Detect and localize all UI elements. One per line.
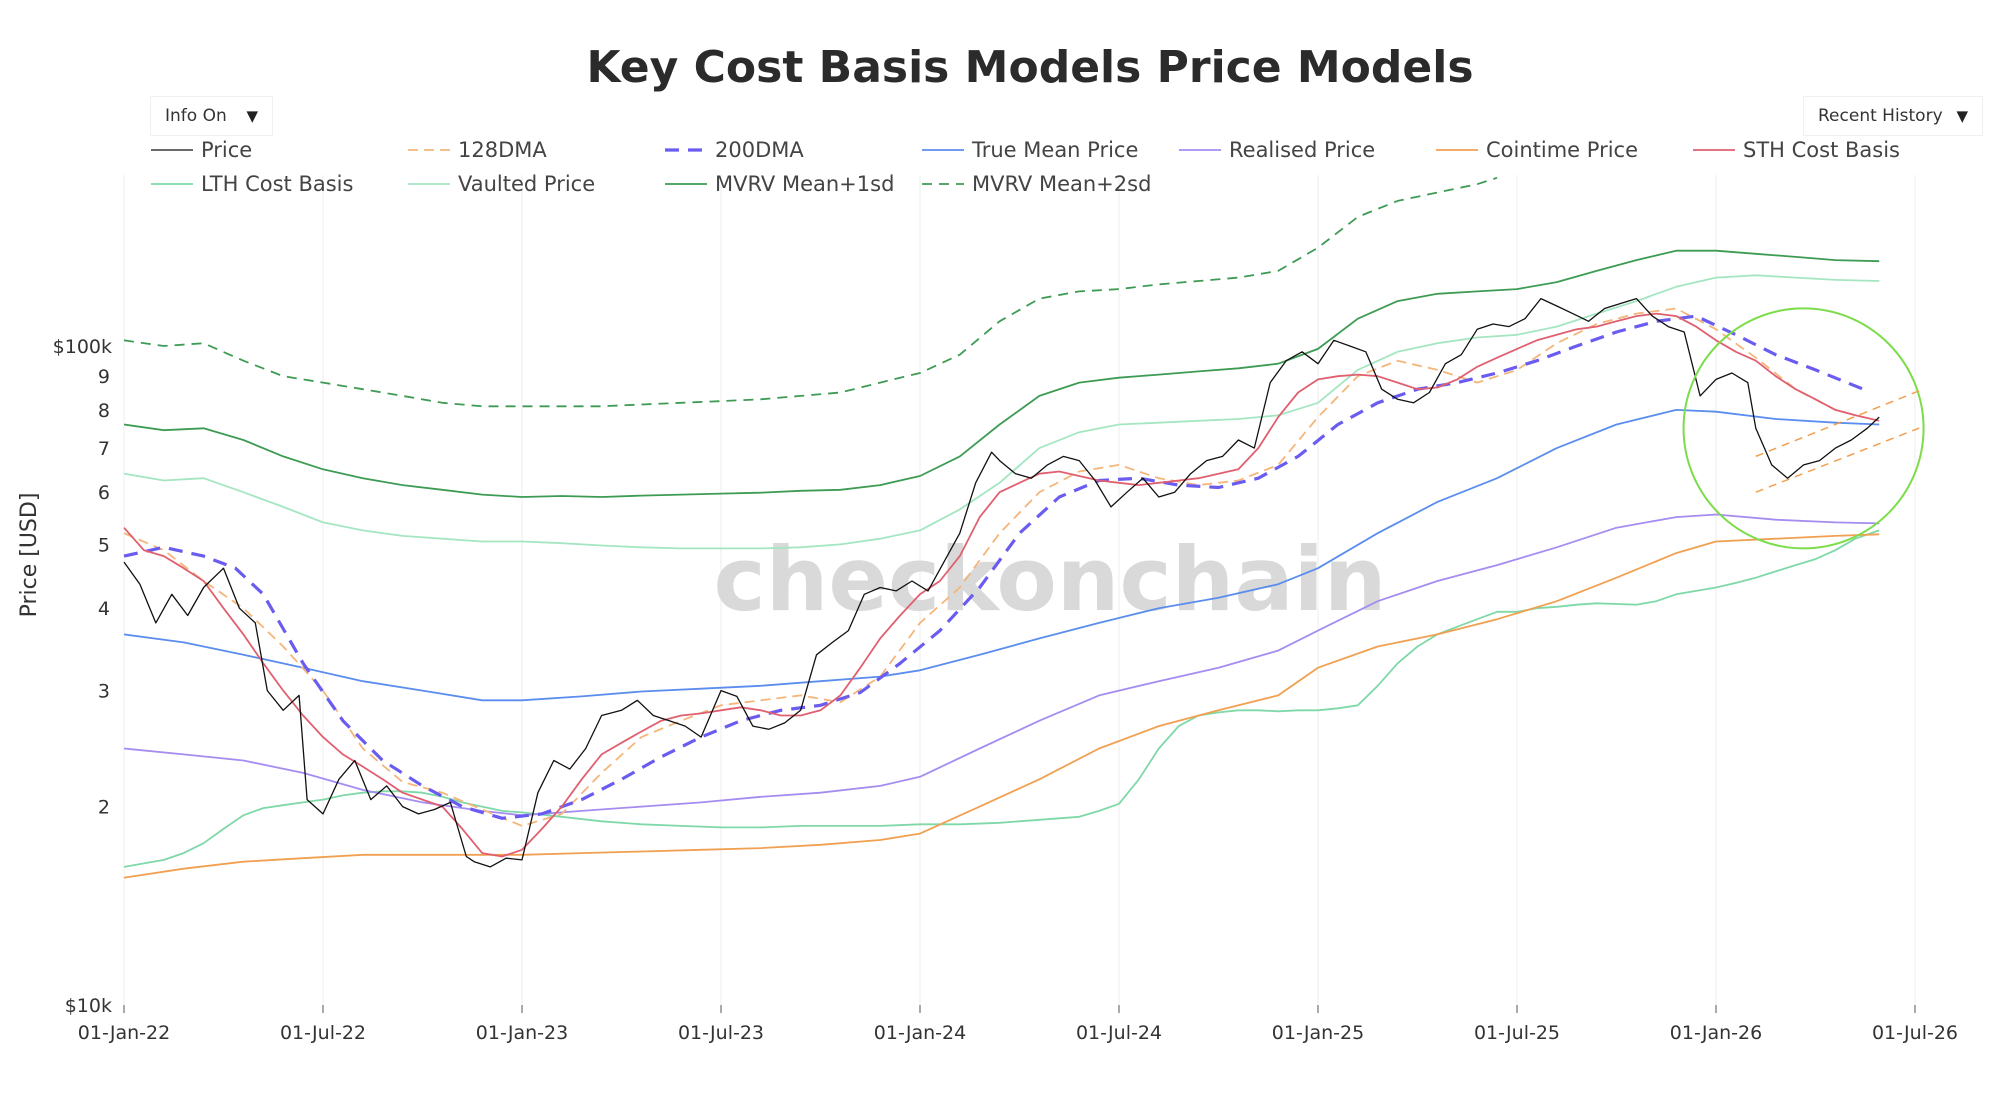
legend-item-vaulted-price[interactable]: Vaulted Price: [408, 172, 595, 196]
history-select-label: Recent History: [1818, 106, 1943, 126]
series-cointime-price: [123, 533, 1880, 879]
series-128dma: [123, 307, 1864, 827]
series-price: [123, 297, 1880, 868]
y-tick-label: 2: [98, 797, 110, 819]
legend-label: True Mean Price: [971, 138, 1138, 162]
legend-item-realised-price[interactable]: Realised Price: [1179, 138, 1375, 162]
legend-item-lth-cost-basis[interactable]: LTH Cost Basis: [151, 172, 353, 196]
info-toggle-dropdown[interactable]: Info On ▼: [150, 96, 273, 136]
series-layer: [123, 176, 1880, 879]
legend-item-mvrv-mean-2sd[interactable]: MVRV Mean+2sd: [922, 172, 1151, 196]
gridlines: [123, 175, 1916, 1005]
y-tick-label: 9: [98, 366, 110, 388]
legend-item-true-mean-price[interactable]: True Mean Price: [922, 138, 1138, 162]
y-axis-label: Price [USD]: [17, 493, 42, 618]
x-tick-label: 01-Jul-24: [1076, 1022, 1162, 1044]
highlight-layer: [1682, 307, 1925, 550]
legend-label: 200DMA: [715, 138, 804, 162]
trendline-wedge-upper: [1755, 390, 1920, 458]
y-tick-label: $100k: [53, 336, 112, 358]
chart-title: Key Cost Basis Models Price Models: [586, 42, 1473, 93]
legend-item-sth-cost-basis[interactable]: STH Cost Basis: [1693, 138, 1900, 162]
series-mvrv-mean-2sd: [123, 176, 1498, 408]
x-tick-label: 01-Jan-23: [476, 1022, 568, 1044]
legend-item-128dma[interactable]: 128DMA: [408, 138, 547, 162]
legend-label: MVRV Mean+1sd: [715, 172, 894, 196]
highlight-circle: [1682, 307, 1925, 550]
x-tick-label: 01-Jan-26: [1670, 1022, 1762, 1044]
y-tick-label: $10k: [65, 995, 112, 1017]
legend-item-price[interactable]: Price: [151, 138, 252, 162]
y-axis-ticks: $10k 2 3 4 5 6 7 8 9 $100k: [53, 336, 112, 1017]
dropdown-arrow-icon: ▼: [1956, 107, 1968, 125]
y-tick-label: 3: [98, 681, 110, 703]
legend-item-200dma[interactable]: 200DMA: [665, 138, 804, 162]
y-tick-label: 4: [98, 598, 110, 620]
watermark: checkonchain: [714, 528, 1387, 631]
trendline-wedge-lower: [1755, 427, 1920, 493]
legend-label: 128DMA: [458, 138, 547, 162]
legend-item-cointime-price[interactable]: Cointime Price: [1436, 138, 1638, 162]
y-tick-label: 5: [98, 534, 110, 556]
series-sth-cost-basis: [123, 312, 1880, 858]
series-lth-cost-basis: [123, 529, 1880, 868]
series-200dma: [123, 314, 1864, 820]
history-select-dropdown[interactable]: Recent History ▼: [1803, 96, 1983, 136]
x-tick-label: 01-Jul-25: [1474, 1022, 1560, 1044]
legend-label: Realised Price: [1229, 138, 1375, 162]
y-tick-label: 7: [98, 438, 110, 460]
legend-item-mvrv-mean-1sd[interactable]: MVRV Mean+1sd: [665, 172, 894, 196]
x-tick-label: 01-Jan-25: [1272, 1022, 1364, 1044]
series-vaulted-price: [123, 274, 1880, 550]
x-tick-label: 01-Jan-24: [874, 1022, 966, 1044]
legend-label: Price: [201, 138, 252, 162]
x-tick-label: 01-Jul-23: [678, 1022, 764, 1044]
x-tick-label: 01-Jul-26: [1872, 1022, 1958, 1044]
dropdown-arrow-icon: ▼: [246, 107, 258, 125]
legend-label: MVRV Mean+2sd: [972, 172, 1151, 196]
x-axis-ticks: 01-Jan-22 01-Jul-22 01-Jan-23 01-Jul-23 01-J…: [78, 1005, 1958, 1044]
x-tick-label: 01-Jan-22: [78, 1022, 170, 1044]
legend-label: Cointime Price: [1486, 138, 1638, 162]
info-toggle-label: Info On: [165, 106, 227, 126]
y-tick-label: 6: [98, 482, 110, 504]
legend-label: Vaulted Price: [458, 172, 595, 196]
series-mvrv-mean-1sd: [123, 249, 1880, 498]
x-tick-label: 01-Jul-22: [280, 1022, 366, 1044]
legend-label: STH Cost Basis: [1743, 138, 1900, 162]
series-true-mean-price: [123, 409, 1880, 702]
legend-label: LTH Cost Basis: [201, 172, 353, 196]
legend[interactable]: Price 128DMA 200DMA True Mean Price Realised…: [151, 138, 1900, 196]
y-tick-label: 8: [98, 400, 110, 422]
